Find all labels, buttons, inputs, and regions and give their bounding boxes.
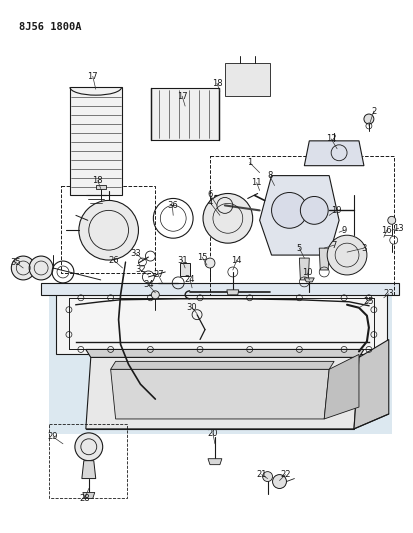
Text: 6: 6 <box>207 190 213 199</box>
Text: 14: 14 <box>232 255 242 264</box>
Polygon shape <box>83 492 95 498</box>
Text: 7: 7 <box>332 240 337 249</box>
Polygon shape <box>111 369 329 419</box>
Text: 27: 27 <box>153 270 164 279</box>
Circle shape <box>79 200 138 260</box>
Circle shape <box>273 474 287 489</box>
Text: 1: 1 <box>247 158 252 167</box>
Text: 31: 31 <box>177 255 188 264</box>
Text: 23: 23 <box>383 289 394 298</box>
Text: 25: 25 <box>364 297 374 306</box>
Polygon shape <box>212 196 238 215</box>
Polygon shape <box>41 283 399 295</box>
Polygon shape <box>319 248 329 270</box>
Text: 9: 9 <box>342 226 347 235</box>
Text: 19: 19 <box>331 206 342 215</box>
Circle shape <box>75 433 103 461</box>
Text: 12: 12 <box>326 134 337 143</box>
Polygon shape <box>354 340 389 429</box>
Polygon shape <box>299 258 309 280</box>
Text: 13: 13 <box>394 224 404 233</box>
Text: 30: 30 <box>187 303 197 312</box>
Circle shape <box>388 216 396 224</box>
Circle shape <box>152 291 159 299</box>
Bar <box>61 185 155 273</box>
Polygon shape <box>86 358 359 429</box>
Text: 4: 4 <box>207 198 213 207</box>
Polygon shape <box>152 88 219 140</box>
Text: 34: 34 <box>143 280 154 289</box>
Text: 18: 18 <box>211 79 222 88</box>
Circle shape <box>327 235 367 275</box>
Text: 11: 11 <box>252 178 262 187</box>
Text: 32: 32 <box>135 265 146 274</box>
Polygon shape <box>208 459 222 465</box>
Text: 17: 17 <box>88 72 98 81</box>
Polygon shape <box>225 63 270 96</box>
Polygon shape <box>227 290 239 295</box>
Text: 28: 28 <box>80 494 90 503</box>
Polygon shape <box>70 87 121 196</box>
Circle shape <box>364 114 374 124</box>
Text: 3: 3 <box>361 244 367 253</box>
Polygon shape <box>111 361 334 369</box>
Text: 17: 17 <box>177 92 188 101</box>
Text: 16: 16 <box>382 226 392 235</box>
Circle shape <box>11 256 35 280</box>
Polygon shape <box>180 263 190 276</box>
Text: 10: 10 <box>302 269 313 278</box>
Text: 2: 2 <box>371 107 377 116</box>
Polygon shape <box>96 184 106 189</box>
Text: 36: 36 <box>167 201 178 210</box>
Polygon shape <box>324 354 359 419</box>
Bar <box>210 156 394 295</box>
Polygon shape <box>82 461 96 479</box>
Text: 24: 24 <box>185 276 195 285</box>
Circle shape <box>205 258 215 268</box>
Bar <box>49 424 126 498</box>
Text: 21: 21 <box>256 470 267 479</box>
Polygon shape <box>49 288 392 434</box>
Text: 5: 5 <box>297 244 302 253</box>
Polygon shape <box>260 175 339 255</box>
Circle shape <box>203 193 253 243</box>
Text: 8J56 1800A: 8J56 1800A <box>19 22 82 31</box>
Text: 29: 29 <box>48 432 58 441</box>
Text: 26: 26 <box>108 255 119 264</box>
Polygon shape <box>86 350 364 358</box>
Text: 8: 8 <box>267 171 272 180</box>
Polygon shape <box>304 141 364 166</box>
Text: 33: 33 <box>130 248 141 257</box>
Circle shape <box>263 472 273 481</box>
Text: 22: 22 <box>280 470 291 479</box>
Text: 15: 15 <box>197 253 207 262</box>
Polygon shape <box>304 278 314 282</box>
Circle shape <box>29 256 53 280</box>
Text: 20: 20 <box>208 430 218 438</box>
Text: 18: 18 <box>93 176 103 185</box>
Text: 35: 35 <box>10 257 21 266</box>
Circle shape <box>300 197 328 224</box>
Circle shape <box>272 192 307 228</box>
Polygon shape <box>56 293 387 354</box>
